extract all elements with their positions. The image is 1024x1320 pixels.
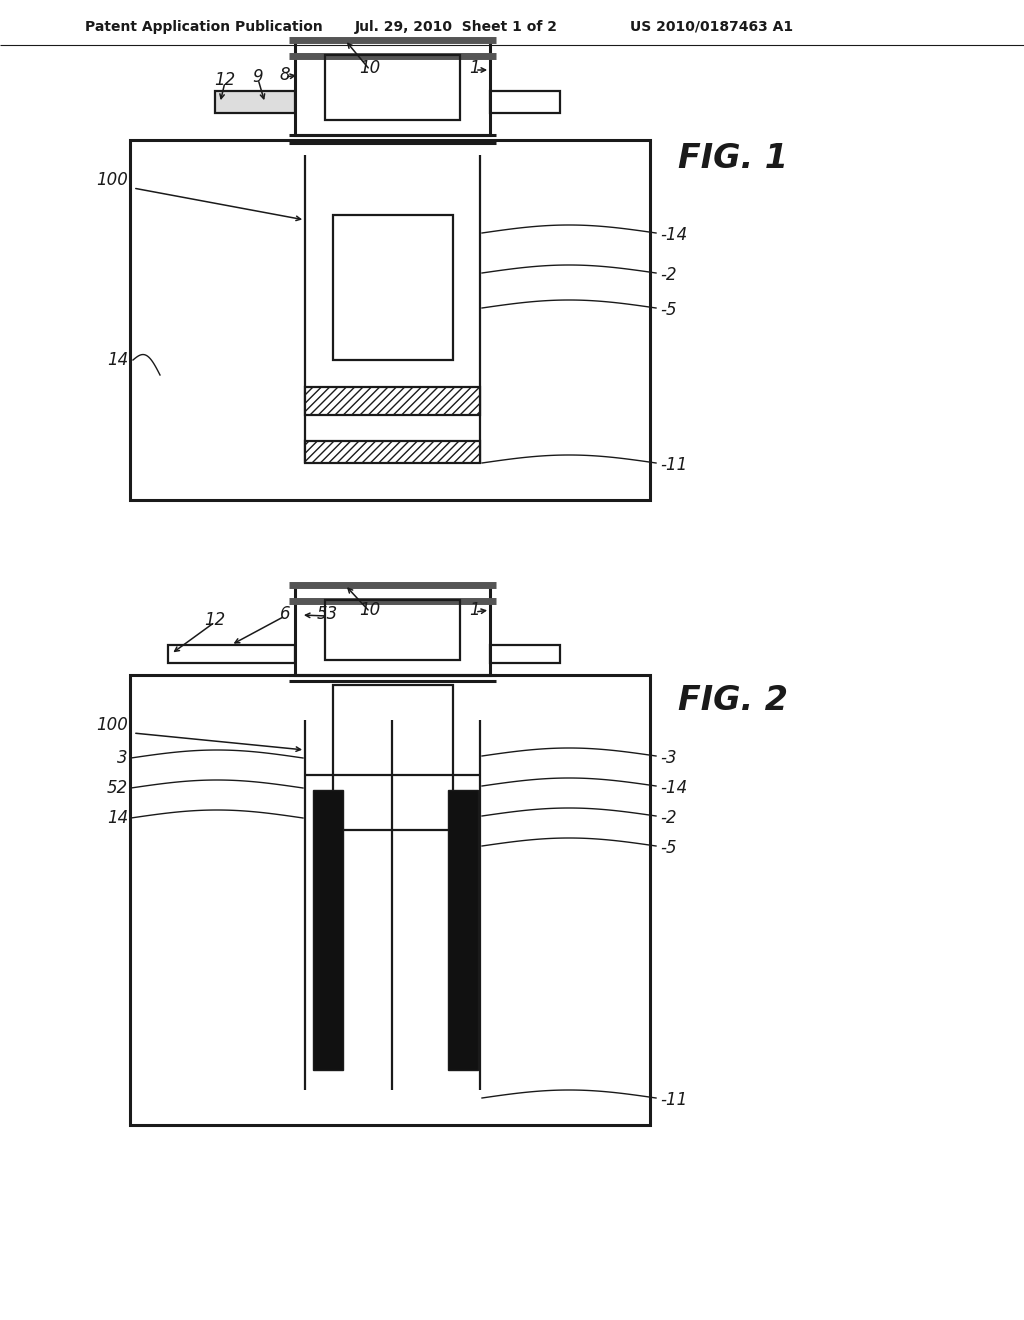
- Text: 100: 100: [96, 172, 128, 189]
- Bar: [490, 91, 560, 114]
- Text: 12: 12: [205, 611, 225, 630]
- Bar: [333, 215, 453, 360]
- Text: FIG. 1: FIG. 1: [678, 141, 788, 174]
- Bar: [130, 140, 650, 500]
- Text: US 2010/0187463 A1: US 2010/0187463 A1: [630, 20, 794, 34]
- Text: -2: -2: [660, 267, 677, 284]
- Text: FIG. 2: FIG. 2: [678, 684, 788, 717]
- Bar: [325, 55, 460, 120]
- Bar: [490, 645, 560, 663]
- Text: 1: 1: [470, 59, 480, 77]
- Bar: [305, 387, 480, 414]
- Bar: [215, 91, 295, 114]
- Text: -14: -14: [660, 779, 687, 797]
- Bar: [295, 585, 490, 675]
- Text: -5: -5: [660, 840, 677, 857]
- Text: 14: 14: [106, 809, 128, 828]
- Text: 10: 10: [359, 601, 381, 619]
- Text: 53: 53: [316, 605, 338, 623]
- Text: 100: 100: [96, 715, 128, 734]
- Text: 52: 52: [106, 779, 128, 797]
- Text: 14: 14: [106, 351, 128, 370]
- Text: 1: 1: [470, 601, 480, 619]
- Bar: [168, 645, 295, 663]
- Text: -11: -11: [660, 1092, 687, 1109]
- Bar: [305, 441, 480, 463]
- Text: 8: 8: [280, 66, 291, 84]
- Bar: [130, 675, 650, 1125]
- Text: Patent Application Publication: Patent Application Publication: [85, 20, 323, 34]
- Bar: [449, 789, 478, 1071]
- Text: -11: -11: [660, 455, 687, 474]
- Text: -3: -3: [660, 748, 677, 767]
- Bar: [295, 40, 490, 135]
- Text: 3: 3: [118, 748, 128, 767]
- Text: 10: 10: [359, 59, 381, 77]
- Text: -5: -5: [660, 301, 677, 319]
- Text: 12: 12: [214, 71, 236, 88]
- Bar: [333, 685, 453, 830]
- Text: 6: 6: [280, 605, 291, 623]
- Text: 9: 9: [253, 69, 263, 86]
- Bar: [313, 789, 343, 1071]
- Bar: [325, 601, 460, 660]
- Text: -14: -14: [660, 226, 687, 244]
- Text: Jul. 29, 2010  Sheet 1 of 2: Jul. 29, 2010 Sheet 1 of 2: [355, 20, 558, 34]
- Text: -2: -2: [660, 809, 677, 828]
